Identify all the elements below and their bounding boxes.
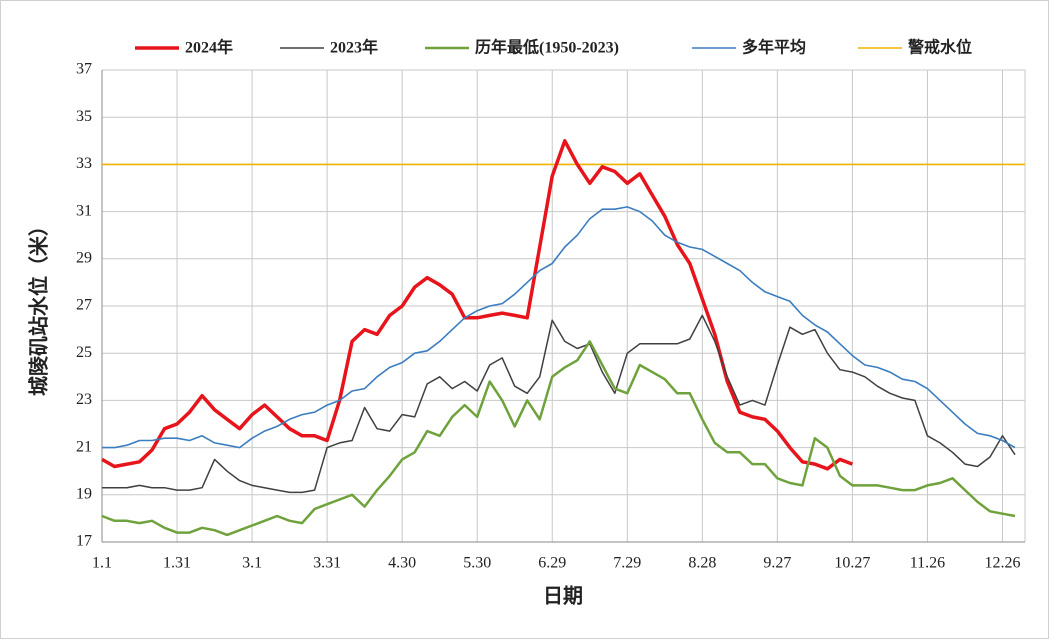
legend-label: 历年最低(1950-2023) (475, 38, 619, 57)
series-line (102, 314, 1016, 494)
x-tick-label: 8.28 (688, 555, 716, 572)
x-tick-label: 9.27 (763, 555, 791, 572)
x-tick-label: 4.30 (388, 555, 416, 572)
y-tick-label: 21 (76, 438, 92, 455)
y-tick-label: 37 (76, 61, 92, 78)
x-tick-label: 10.27 (834, 555, 870, 572)
x-tick-label: 1.1 (92, 555, 112, 572)
y-tick-label: 29 (76, 249, 92, 266)
legend-label: 2023年 (330, 38, 378, 57)
series-line (102, 206, 1016, 449)
x-tick-label: 12.26 (984, 555, 1020, 572)
x-tick-label: 5.30 (463, 555, 491, 572)
y-tick-label: 31 (76, 202, 92, 219)
legend-label: 多年平均 (742, 38, 806, 57)
legend-label: 警戒水位 (907, 38, 972, 57)
x-tick-label: 3.1 (242, 555, 262, 572)
x-tick-label: 6.29 (538, 555, 566, 572)
y-tick-label: 27 (76, 297, 92, 314)
y-tick-label: 35 (76, 108, 92, 125)
series-line (101, 139, 854, 471)
legend-label: 2024年 (185, 38, 233, 57)
y-tick-label: 17 (76, 533, 92, 550)
series-line (101, 340, 1016, 537)
x-tick-label: 3.31 (313, 555, 341, 572)
y-tick-label: 19 (76, 485, 92, 502)
x-tick-label: 1.31 (163, 555, 191, 572)
x-tick-label: 11.26 (910, 555, 945, 572)
x-tick-label: 7.29 (613, 555, 641, 572)
y-tick-label: 33 (76, 155, 92, 172)
y-axis-title: 城陵矶站水位（米） (27, 216, 51, 396)
y-tick-label: 23 (76, 391, 92, 408)
y-tick-label: 25 (76, 344, 92, 361)
x-axis-title: 日期 (543, 584, 583, 608)
